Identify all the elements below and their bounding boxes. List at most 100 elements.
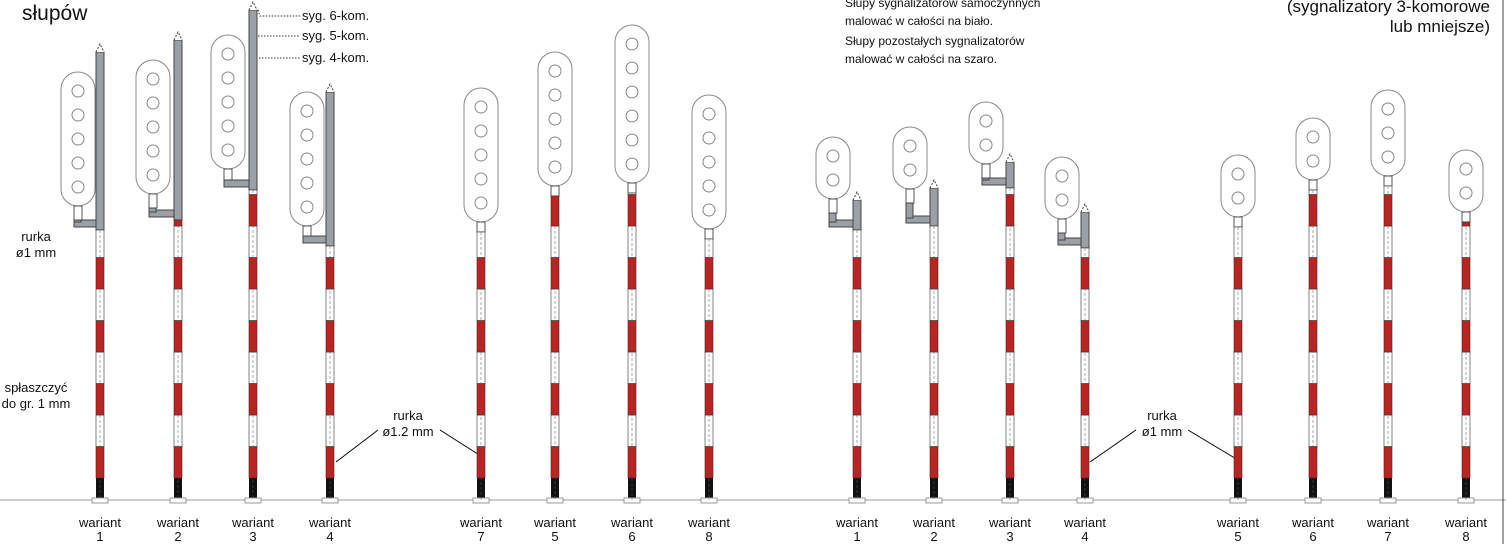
grey-bracket <box>148 209 175 218</box>
variant-number: 4 <box>326 529 333 544</box>
signal-head <box>1044 156 1080 220</box>
annotation: ø1 mm <box>16 245 56 260</box>
lamp <box>221 95 235 109</box>
grey-stub <box>981 177 990 181</box>
lamp <box>826 149 840 163</box>
signal-head <box>289 91 325 227</box>
grey-pole <box>325 91 335 247</box>
holder <box>1461 211 1471 223</box>
holder <box>627 182 637 194</box>
lamp <box>146 120 160 134</box>
lamp <box>1231 167 1245 181</box>
grey-bracket <box>223 179 250 188</box>
lamp <box>702 131 716 145</box>
lamp <box>300 104 314 118</box>
variant-label: wariant <box>610 515 653 530</box>
variant-label: wariant <box>1063 515 1106 530</box>
grey-pole <box>929 187 939 227</box>
signal-head <box>892 126 928 190</box>
lamp <box>625 157 639 171</box>
pole-cap <box>852 190 862 201</box>
foot <box>1304 497 1322 504</box>
variant-number: 8 <box>705 529 712 544</box>
variant-label: wariant <box>78 515 121 530</box>
variant-label: wariant <box>835 515 878 530</box>
lamp <box>300 176 314 190</box>
variant-label: wariant <box>231 515 274 530</box>
lamp <box>300 152 314 166</box>
grey-bracket <box>302 235 327 244</box>
right-note: lub mniejsze) <box>1390 17 1490 36</box>
variant-label: wariant <box>988 515 1031 530</box>
variant-number: 3 <box>1006 529 1013 544</box>
lamp <box>71 84 85 98</box>
lamp <box>979 138 993 152</box>
signal-head <box>1295 117 1331 181</box>
lamp <box>71 156 85 170</box>
grey-stub <box>73 219 82 223</box>
leader <box>335 429 379 463</box>
variant-label: wariant <box>687 515 730 530</box>
annotations: rurka ø1 mm spłaszczyć do gr. 1 mm rurka… <box>2 229 1239 463</box>
signal-head <box>1448 149 1484 213</box>
lamp <box>702 179 716 193</box>
variant-label: wariant <box>1444 515 1487 530</box>
variant-label: wariant <box>533 515 576 530</box>
variant-number: 7 <box>1384 529 1391 544</box>
signal-head <box>463 87 499 223</box>
lamp <box>71 180 85 194</box>
annotation: ø1.2 mm <box>382 424 433 439</box>
annotation: spłaszczyć <box>5 380 68 395</box>
lamp <box>548 64 562 78</box>
variant-number: 1 <box>96 529 103 544</box>
foot <box>169 497 187 504</box>
variant-label: wariant <box>912 515 955 530</box>
pole-cap <box>1080 202 1090 213</box>
signal-head <box>60 71 96 207</box>
signal-head <box>614 24 650 184</box>
lamp <box>221 47 235 61</box>
holder <box>1057 218 1067 234</box>
variant-label: wariant <box>459 515 502 530</box>
lamp <box>1231 191 1245 205</box>
lamp <box>221 119 235 133</box>
lamp <box>625 85 639 99</box>
lamp <box>702 155 716 169</box>
grey-bracket <box>73 219 97 228</box>
holder <box>550 185 560 197</box>
mast-base <box>96 478 104 500</box>
annotation: rurka <box>21 229 51 244</box>
white-stripe <box>852 229 862 258</box>
variant-number: 7 <box>477 529 484 544</box>
lamp <box>979 114 993 128</box>
lamp <box>1381 102 1395 116</box>
variant-number: 8 <box>1462 529 1469 544</box>
variant-label: wariant <box>1291 515 1334 530</box>
holder <box>148 193 158 209</box>
leader <box>1089 429 1137 463</box>
lamp <box>1459 162 1473 176</box>
variant-number: 1 <box>853 529 860 544</box>
lamp <box>625 61 639 75</box>
grey-stub <box>828 212 837 223</box>
grey-pole <box>1080 211 1090 249</box>
pole-cap <box>248 0 258 11</box>
holder <box>704 228 714 240</box>
grey-pole <box>248 9 258 191</box>
title: słupów <box>22 2 88 25</box>
lamp <box>1306 130 1320 144</box>
grey-stub <box>1057 232 1066 241</box>
signal-label: syg. 4-kom. <box>302 50 369 65</box>
holder <box>905 188 915 204</box>
variant-label: wariant <box>156 515 199 530</box>
holder <box>1233 216 1243 228</box>
lamp <box>1055 193 1069 207</box>
grey-bracket <box>981 177 1007 186</box>
lamp <box>474 148 488 162</box>
pole-cap <box>95 42 105 53</box>
signal-labels: syg. 6-kom. syg. 5-kom. syg. 4-kom. <box>255 8 369 65</box>
lamp <box>71 132 85 146</box>
grey-bracket <box>828 219 854 228</box>
holder <box>1383 175 1393 187</box>
mast-base <box>174 478 182 500</box>
